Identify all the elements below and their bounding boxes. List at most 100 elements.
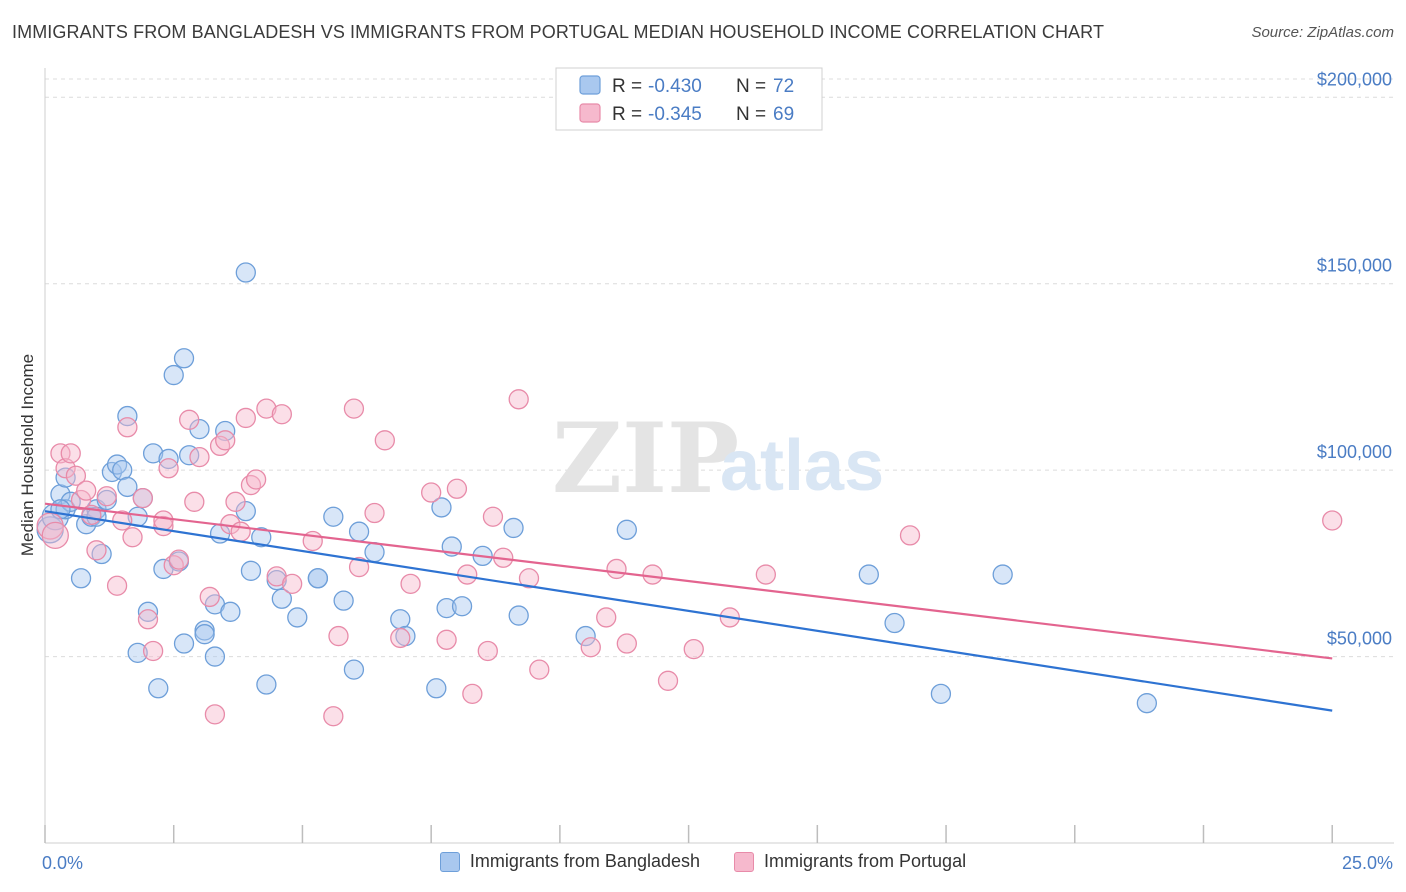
legend-label-portugal: Immigrants from Portugal (764, 851, 967, 871)
stats-r-label: R = (612, 104, 642, 125)
legend-swatch-bangladesh (439, 851, 460, 872)
point-portugal (508, 389, 529, 410)
point-bangladesh (508, 605, 529, 626)
stats-r-value: -0.430 (648, 76, 702, 97)
y-tick-label: $200,000 (1317, 69, 1392, 89)
legend-label-bangladesh: Immigrants from Bangladesh (469, 851, 701, 871)
point-portugal (256, 398, 277, 419)
stats-n-value: 72 (773, 76, 794, 97)
point-bangladesh (343, 659, 365, 680)
point-bangladesh (451, 596, 473, 617)
point-bangladesh (390, 609, 411, 630)
point-portugal (899, 525, 921, 546)
point-bangladesh (287, 607, 308, 628)
point-portugal (518, 568, 540, 589)
point-bangladesh (858, 564, 879, 585)
point-bangladesh (616, 519, 637, 540)
point-portugal (482, 506, 504, 527)
point-bangladesh (148, 678, 169, 699)
point-bangladesh (348, 521, 370, 542)
point-portugal (580, 637, 601, 658)
point-portugal (230, 521, 251, 542)
point-portugal (606, 558, 627, 580)
stats-swatch-bangladesh (579, 75, 601, 95)
point-portugal (117, 417, 138, 438)
point-portugal (65, 465, 87, 486)
point-bangladesh (426, 678, 447, 699)
x-tick-label-start: 0.0% (42, 853, 83, 873)
point-bangladesh (240, 560, 262, 581)
point-bangladesh (70, 568, 92, 589)
point-bangladesh (235, 262, 256, 283)
point-portugal (112, 510, 133, 531)
legend-item-portugal[interactable]: Immigrants from Portugal (734, 851, 966, 872)
point-portugal (189, 446, 210, 468)
stats-r-label: R = (612, 76, 642, 97)
point-portugal (204, 704, 226, 725)
watermark-atlas: atlas (720, 426, 884, 506)
point-portugal (86, 540, 107, 561)
point-portugal (76, 480, 97, 501)
point-portugal (60, 443, 81, 464)
point-bangladesh (127, 642, 148, 663)
point-bangladesh (436, 597, 457, 619)
legend-swatch-portugal (734, 851, 755, 872)
point-bangladesh (307, 568, 329, 589)
point-bangladesh (179, 445, 200, 466)
point-portugal (96, 486, 117, 507)
point-bangladesh (117, 405, 138, 427)
trend-line-bangladesh (44, 510, 1333, 712)
point-portugal (400, 573, 421, 595)
y-tick-label: $100,000 (1317, 442, 1392, 462)
point-bangladesh (884, 612, 905, 634)
point-portugal (1322, 510, 1343, 531)
point-bangladesh (503, 517, 524, 539)
point-bangladesh (194, 624, 215, 645)
point-bangladesh (333, 590, 354, 611)
point-bangladesh (163, 364, 184, 386)
point-bangladesh (992, 564, 1013, 585)
y-axis-label: Median Household Income (18, 353, 37, 557)
point-portugal (323, 706, 344, 727)
point-bangladesh (575, 625, 596, 647)
point-bangladesh (173, 633, 195, 654)
point-portugal (446, 478, 468, 499)
point-portugal (755, 564, 776, 585)
point-bangladesh (137, 601, 159, 622)
point-bangladesh (271, 588, 292, 609)
point-bangladesh (930, 683, 952, 705)
point-bangladesh (142, 443, 164, 464)
point-portugal (529, 659, 550, 680)
point-portugal (70, 489, 92, 511)
point-portugal (245, 469, 267, 490)
point-portugal (36, 512, 64, 540)
point-bangladesh (220, 601, 241, 622)
point-bangladesh (431, 497, 452, 518)
point-bangladesh (256, 674, 277, 695)
point-portugal (683, 638, 704, 660)
legend-item-bangladesh[interactable]: Immigrants from Bangladesh (439, 851, 701, 872)
chart-title: IMMIGRANTS FROM BANGLADESH VS IMMIGRANTS… (12, 22, 1105, 42)
bottom-legend: Immigrants from Bangladesh Immigrants fr… (0, 851, 1406, 872)
point-portugal (225, 491, 246, 512)
point-portugal (122, 527, 143, 548)
point-portugal (348, 556, 370, 578)
stats-r-value: -0.345 (648, 104, 702, 125)
point-portugal (642, 564, 663, 585)
x-tick-label-end: 25.0% (1342, 853, 1393, 873)
point-portugal (215, 430, 236, 451)
point-portugal (477, 640, 498, 662)
point-portugal (142, 640, 164, 662)
point-portugal (106, 575, 128, 596)
point-portugal (436, 629, 457, 650)
series-bangladesh (36, 262, 1158, 714)
point-bangladesh (112, 459, 133, 481)
point-portugal (179, 409, 200, 430)
point-portugal (235, 407, 256, 429)
point-portugal (390, 627, 411, 649)
point-portugal (137, 609, 159, 630)
point-portugal (343, 398, 365, 419)
point-portugal (55, 458, 76, 479)
point-bangladesh (173, 348, 195, 369)
